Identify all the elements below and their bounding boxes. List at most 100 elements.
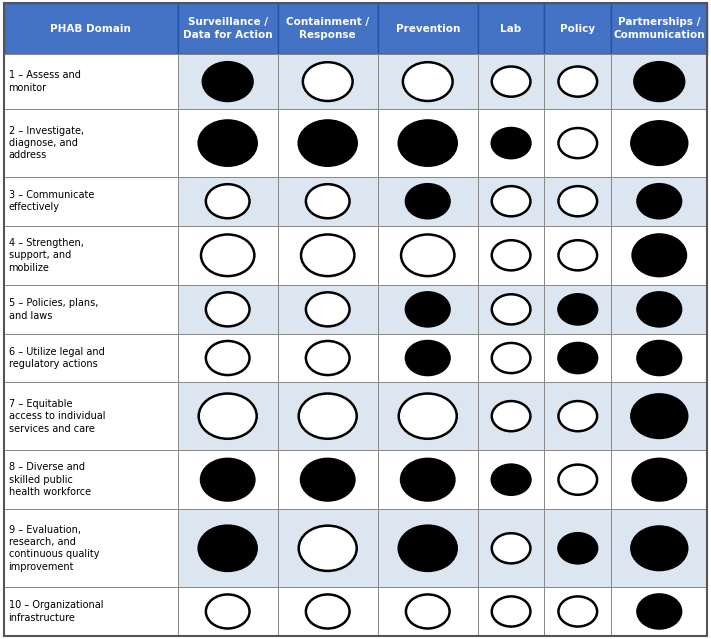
Bar	[378, 177, 478, 226]
Bar	[611, 226, 707, 285]
Bar	[611, 54, 707, 109]
Bar	[545, 587, 611, 636]
Text: PHAB Domain: PHAB Domain	[50, 24, 131, 33]
Bar	[611, 334, 707, 382]
Text: 7 – Equitable
access to individual
services and care: 7 – Equitable access to individual servi…	[9, 399, 105, 433]
Bar	[478, 334, 545, 382]
Ellipse shape	[206, 292, 250, 327]
Ellipse shape	[638, 594, 681, 629]
Bar	[378, 509, 478, 587]
Ellipse shape	[638, 341, 681, 375]
Ellipse shape	[403, 62, 453, 101]
Bar	[4, 285, 178, 334]
Ellipse shape	[299, 394, 357, 439]
Bar	[278, 3, 378, 54]
Ellipse shape	[558, 186, 597, 217]
Bar	[178, 382, 278, 450]
Bar	[178, 54, 278, 109]
Bar	[545, 3, 611, 54]
Bar	[478, 382, 545, 450]
Ellipse shape	[633, 235, 686, 276]
Bar	[378, 54, 478, 109]
Ellipse shape	[399, 394, 456, 439]
Ellipse shape	[558, 343, 597, 373]
Bar	[278, 226, 378, 285]
Ellipse shape	[206, 184, 250, 219]
Bar	[278, 509, 378, 587]
Bar	[4, 3, 178, 54]
Ellipse shape	[303, 62, 353, 101]
Bar	[178, 587, 278, 636]
Ellipse shape	[633, 459, 686, 500]
Text: 10 – Organizational
infrastructure: 10 – Organizational infrastructure	[9, 600, 103, 622]
Bar	[611, 3, 707, 54]
Bar	[478, 177, 545, 226]
Text: Partnerships /
Communication: Partnerships / Communication	[614, 17, 705, 40]
Bar	[478, 285, 545, 334]
Bar	[178, 3, 278, 54]
Bar	[478, 3, 545, 54]
Bar	[4, 109, 178, 177]
Ellipse shape	[492, 401, 530, 431]
Bar	[278, 334, 378, 382]
Ellipse shape	[401, 459, 454, 500]
Bar	[611, 177, 707, 226]
Bar	[478, 226, 545, 285]
Bar	[178, 509, 278, 587]
Bar	[545, 226, 611, 285]
Bar	[278, 109, 378, 177]
Ellipse shape	[558, 533, 597, 564]
Ellipse shape	[206, 594, 250, 629]
Bar	[178, 226, 278, 285]
Ellipse shape	[558, 596, 597, 627]
Bar	[4, 54, 178, 109]
Ellipse shape	[492, 533, 530, 564]
Bar	[611, 587, 707, 636]
Text: 2 – Investigate,
diagnose, and
address: 2 – Investigate, diagnose, and address	[9, 126, 84, 160]
Text: 4 – Strengthen,
support, and
mobilize: 4 – Strengthen, support, and mobilize	[9, 238, 83, 273]
Ellipse shape	[492, 128, 530, 158]
Bar	[478, 450, 545, 509]
Ellipse shape	[198, 394, 257, 439]
Bar	[611, 509, 707, 587]
Ellipse shape	[201, 459, 255, 500]
Bar	[378, 3, 478, 54]
Bar	[378, 450, 478, 509]
Bar	[545, 382, 611, 450]
Text: 8 – Diverse and
skilled public
health workforce: 8 – Diverse and skilled public health wo…	[9, 462, 91, 497]
Bar	[4, 509, 178, 587]
Ellipse shape	[492, 596, 530, 627]
Bar	[178, 109, 278, 177]
Bar	[278, 382, 378, 450]
Ellipse shape	[306, 184, 350, 219]
Ellipse shape	[558, 240, 597, 270]
Ellipse shape	[406, 292, 449, 327]
Bar	[378, 334, 478, 382]
Ellipse shape	[406, 341, 449, 375]
Ellipse shape	[558, 128, 597, 158]
Ellipse shape	[492, 295, 530, 325]
Ellipse shape	[401, 235, 454, 276]
Ellipse shape	[306, 341, 350, 375]
Ellipse shape	[631, 527, 688, 570]
Ellipse shape	[406, 184, 449, 219]
Ellipse shape	[492, 186, 530, 217]
Bar	[178, 177, 278, 226]
Bar	[545, 450, 611, 509]
Bar	[545, 109, 611, 177]
Bar	[545, 334, 611, 382]
Bar	[478, 109, 545, 177]
Text: Prevention: Prevention	[395, 24, 460, 33]
Ellipse shape	[299, 121, 357, 166]
Ellipse shape	[301, 235, 354, 276]
Ellipse shape	[492, 240, 530, 270]
Bar	[545, 177, 611, 226]
Bar	[545, 54, 611, 109]
Ellipse shape	[638, 292, 681, 327]
Bar	[378, 109, 478, 177]
Bar	[378, 226, 478, 285]
Bar	[4, 334, 178, 382]
Bar	[278, 54, 378, 109]
Bar	[278, 587, 378, 636]
Bar	[478, 54, 545, 109]
